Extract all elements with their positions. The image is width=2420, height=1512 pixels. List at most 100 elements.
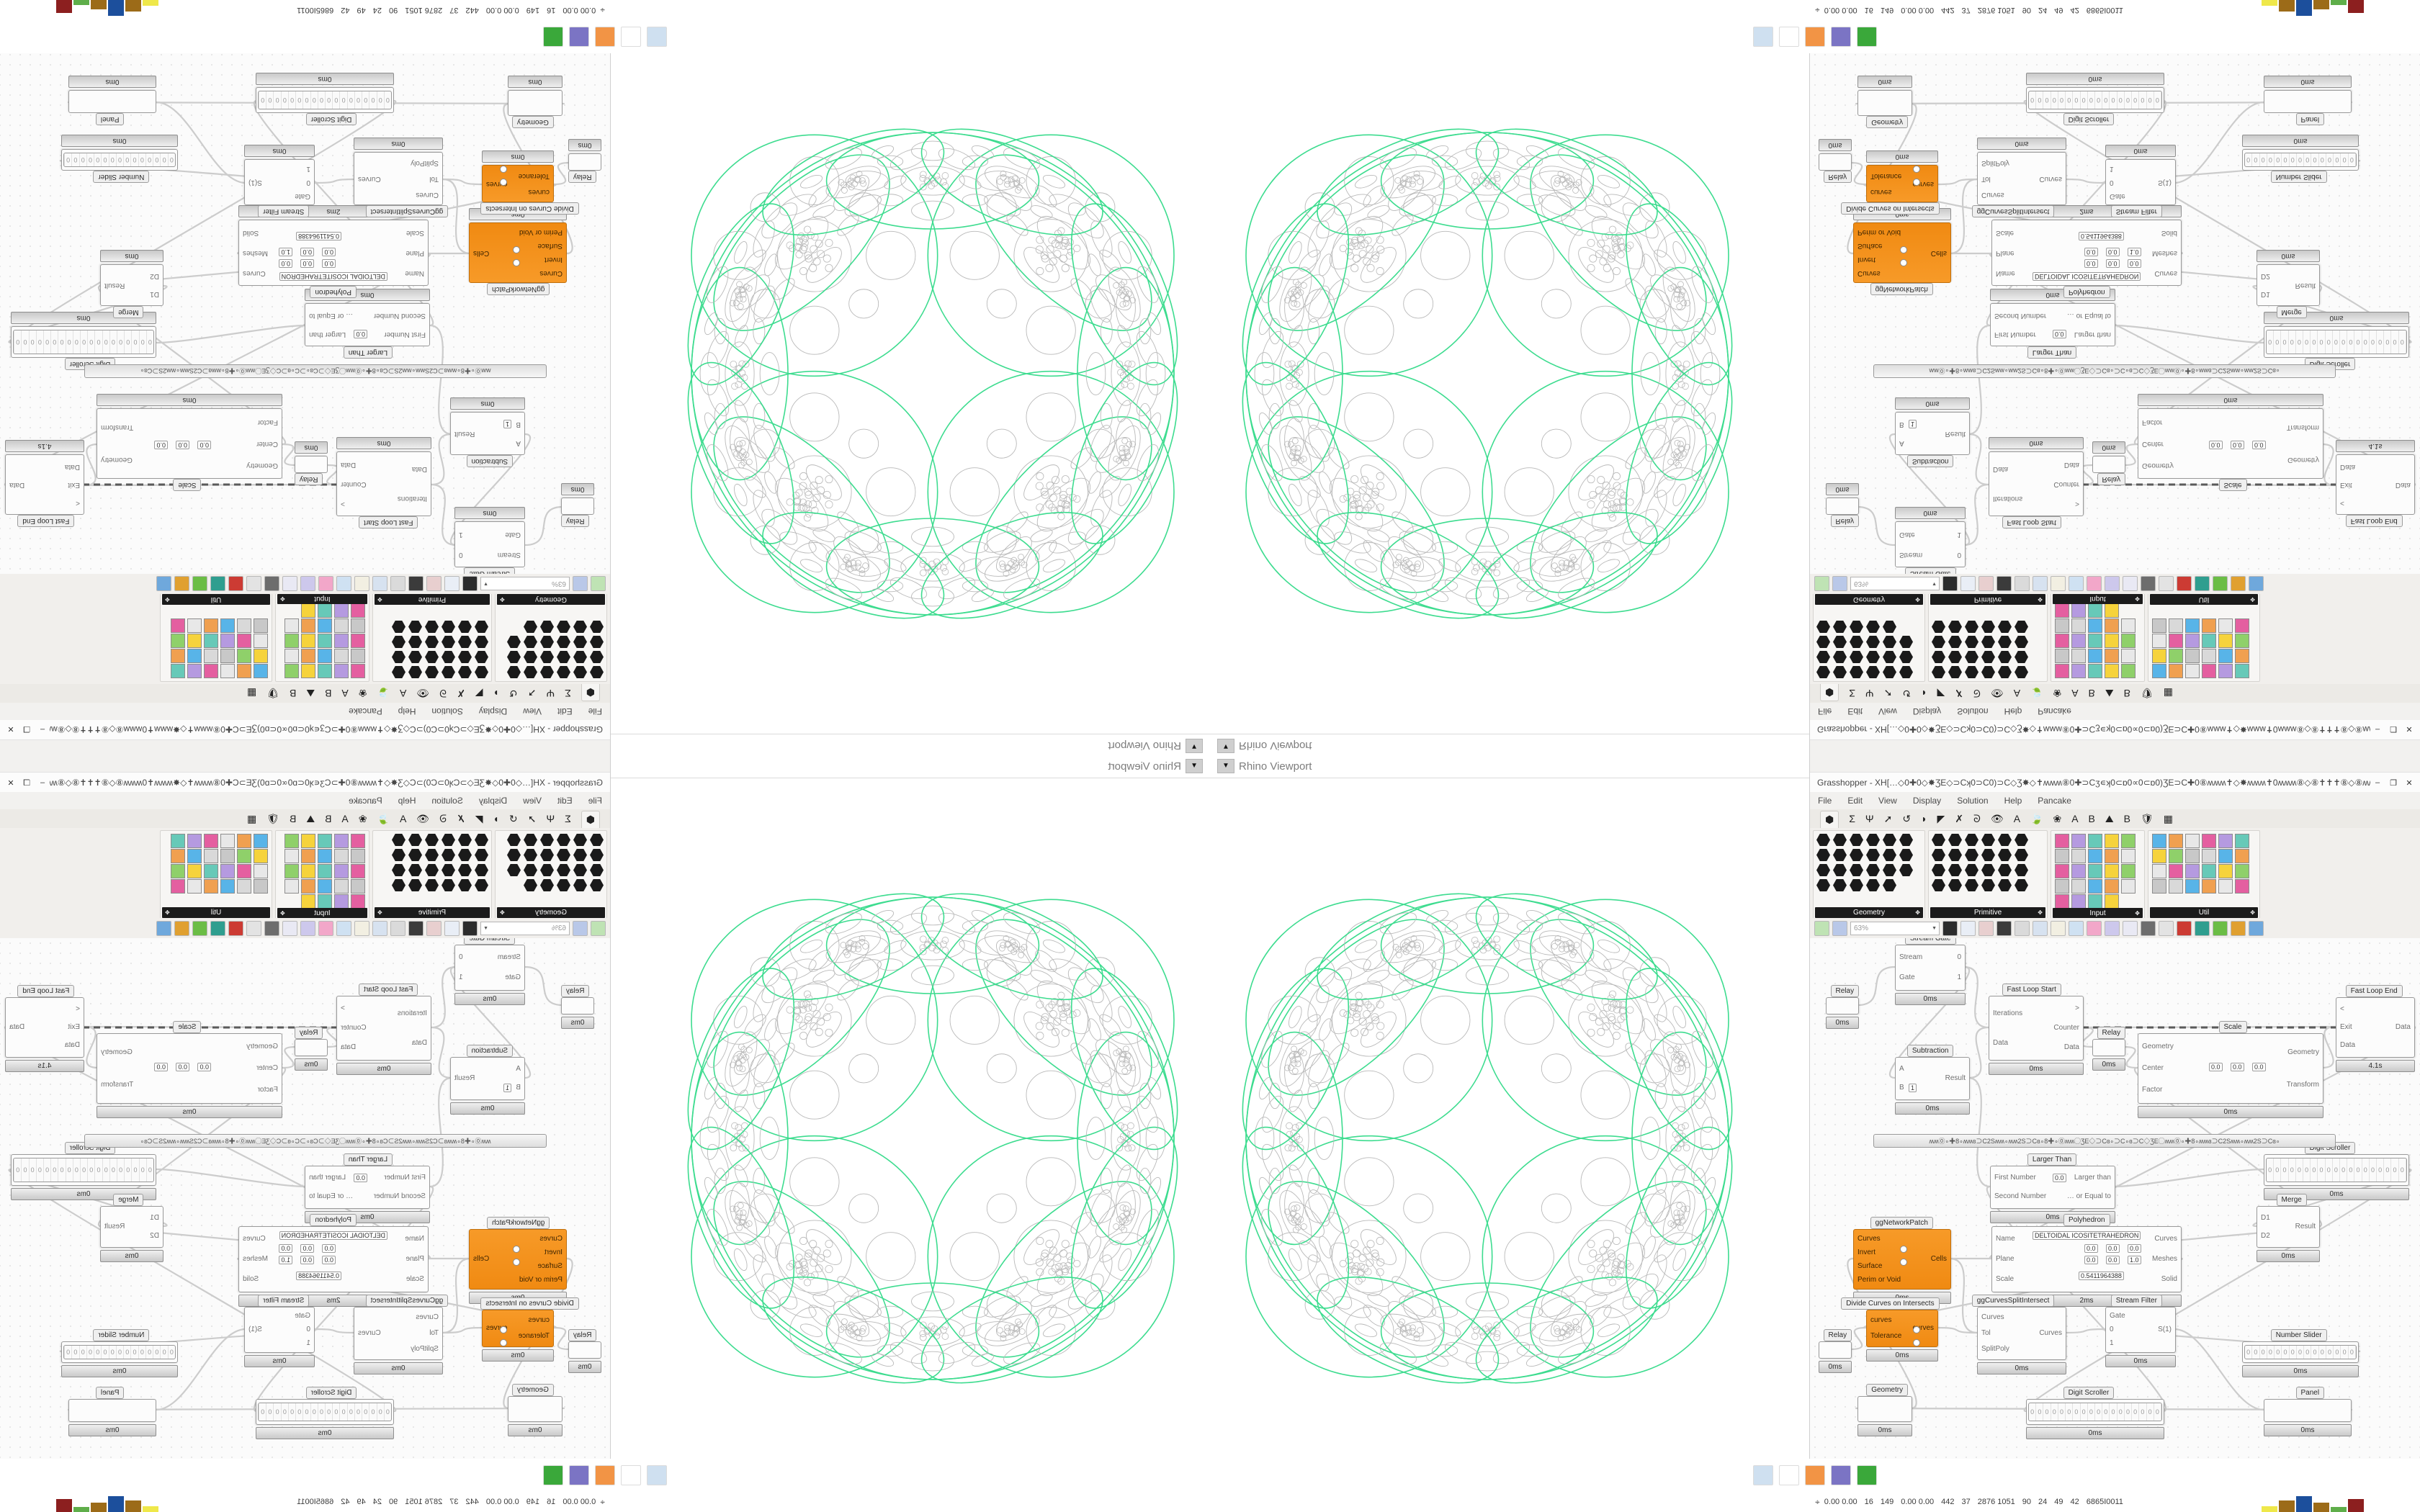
digit-cell[interactable]: 0 — [2370, 1158, 2378, 1182]
digit-cell[interactable]: 0 — [2282, 1346, 2290, 1359]
input-param[interactable]: Stream — [1899, 953, 1923, 961]
component-icon[interactable] — [351, 863, 367, 878]
input-param[interactable]: D2 — [150, 1231, 159, 1240]
digit-cell[interactable]: 0 — [101, 1346, 109, 1359]
component-icon[interactable] — [1832, 863, 1848, 878]
component-icon[interactable] — [2183, 878, 2200, 894]
input-param[interactable]: A — [1899, 439, 1904, 447]
component-icon[interactable] — [1930, 619, 1947, 634]
component-icon[interactable] — [284, 863, 301, 878]
component-icon[interactable] — [2150, 649, 2166, 665]
toggle-knob[interactable] — [1900, 1259, 1907, 1266]
grasshopper-titlebar[interactable]: Grasshopper - XH[…◇0✚0◇✸ƷE◇⊃Cʞ0⊃C0)⊃C◇Ʒ✸… — [0, 772, 610, 793]
component-icon[interactable] — [2200, 664, 2216, 680]
component-icon[interactable] — [2200, 847, 2216, 863]
grasshopper-window[interactable]: Grasshopper - XH[…◇0✚0◇✸ƷE◇⊃Cʞ0⊃C0)⊃C◇Ʒ✸… — [0, 756, 611, 1512]
digit-cell[interactable]: 0 — [58, 330, 66, 354]
grasshopper-window[interactable]: Grasshopper - XH[…◇0✚0◇✸ƷE◇⊃Cʞ0⊃C0)⊃C◇Ʒ✸… — [1809, 0, 2420, 756]
plugin-a2-tab[interactable]: A — [341, 688, 349, 699]
component-icon[interactable] — [2150, 847, 2166, 863]
ribbon-group-util[interactable]: Util ✥ — [160, 830, 272, 920]
quadrant-top-right[interactable]: ▼ Rhino Viewport X Z — [1210, 0, 2420, 756]
digit-cell[interactable]: 0 — [2281, 330, 2289, 354]
digit-cell[interactable]: 0 — [273, 1403, 281, 1421]
input-param[interactable]: Surface — [537, 242, 563, 251]
component-icon[interactable] — [1996, 649, 2013, 665]
polyhedron-plane_zz[interactable]: 1.0 — [279, 1256, 292, 1264]
component-icon[interactable] — [1963, 649, 1980, 665]
mesh-tab[interactable]: ◤ — [1937, 813, 1945, 824]
component-icon[interactable] — [2119, 863, 2136, 878]
digit-cell[interactable]: 0 — [2318, 330, 2326, 354]
digit-cell[interactable]: 0 — [79, 153, 86, 166]
document-info-icon[interactable] — [2015, 920, 2030, 936]
node-fast-loop-start[interactable]: Iterations Data > Counter Data — [336, 996, 431, 1061]
input-param[interactable]: Plane — [405, 1255, 424, 1263]
plugin-grid-tab[interactable]: ▦ — [2163, 813, 2174, 824]
component-icon[interactable] — [254, 618, 270, 634]
component-icon[interactable] — [2086, 664, 2102, 680]
component-icon[interactable] — [237, 634, 254, 649]
output-param[interactable]: Result — [454, 430, 475, 438]
digit-cell[interactable]: 0 — [160, 153, 168, 166]
node-panel-node[interactable] — [2264, 1399, 2352, 1422]
plugin-b2-tab[interactable]: B — [290, 688, 297, 699]
calculator-icon[interactable] — [647, 1465, 667, 1485]
plugin-a2-tab[interactable]: A — [341, 813, 349, 824]
digit-cell[interactable]: 0 — [266, 1403, 274, 1421]
component-icon[interactable] — [187, 664, 204, 680]
component-icon[interactable] — [539, 649, 555, 665]
ribbon-group-icons[interactable] — [497, 605, 605, 680]
node-canvas[interactable]: Stream Gate Stream Gate 0 1 0ms Relay 0ms Subtra… — [1810, 938, 2420, 1474]
new-file-icon[interactable] — [1814, 576, 1829, 592]
node-relay-2[interactable] — [295, 1039, 328, 1056]
input-param[interactable]: Center — [256, 1064, 278, 1072]
component-icon[interactable] — [2216, 618, 2233, 634]
larger-than-value[interactable]: 0.0 — [2053, 330, 2066, 338]
plugin-grid-tab[interactable]: ▦ — [2163, 688, 2174, 699]
input-param[interactable]: Curves — [1857, 1234, 1881, 1243]
digit-cell[interactable]: 0 — [2288, 330, 2296, 354]
sets-tab[interactable]: Ψ — [546, 813, 555, 824]
component-icon[interactable] — [2119, 618, 2136, 634]
component-icon[interactable] — [204, 649, 220, 665]
input-param[interactable]: Geometry — [2142, 462, 2174, 469]
digit-cell[interactable]: 0 — [2036, 91, 2044, 109]
digit-cell[interactable]: 0 — [2296, 153, 2305, 166]
component-icon[interactable] — [237, 618, 254, 634]
menu-item-view[interactable]: View — [523, 796, 542, 806]
viewport-canvas[interactable]: X Z — [1210, 778, 1809, 1512]
new-file-icon[interactable] — [1814, 920, 1829, 936]
component-ribbon[interactable]: Geometry ✥ Primitive ✥ Input ✥ Util ✥ — [1810, 589, 2420, 684]
component-icon[interactable] — [506, 649, 522, 665]
ribbon-group-icons[interactable] — [375, 605, 490, 680]
plugin-a-tab[interactable]: A — [399, 688, 407, 699]
quadrant-top-left[interactable]: ▼ Rhino Viewport X Z — [0, 0, 1210, 756]
input-param[interactable]: Scale — [1996, 229, 2015, 237]
component-icon[interactable] — [424, 649, 440, 665]
floppy-64-icon[interactable] — [569, 1465, 589, 1485]
menu-item-edit[interactable]: Edit — [1847, 796, 1863, 806]
larger-than-value[interactable]: 0.0 — [354, 1174, 367, 1182]
component-icon[interactable] — [440, 649, 457, 665]
plugin-leaf-tab[interactable]: 🍃 — [377, 688, 390, 699]
node-geometry-param[interactable] — [508, 1396, 563, 1422]
component-icon[interactable] — [351, 878, 367, 894]
component-icon[interactable] — [2216, 832, 2233, 848]
output-param[interactable]: Counter — [2053, 1023, 2079, 1032]
text-panel-strip[interactable]: ʍʍ⓪∘✚8∘ʍʍɞ⊃C2Sʍʍ∘ʍʍ2S⊃Cɞ∘8✚∘⓪ʍʍ◯ƷE◇⊃Cɞ∘⊃… — [84, 1134, 547, 1148]
sets-tab[interactable]: Ψ — [546, 688, 555, 699]
component-icon[interactable] — [1815, 665, 1832, 680]
intersect-tab[interactable]: ✗ — [1955, 688, 1964, 699]
viewport-widget-icon[interactable] — [354, 920, 369, 936]
ribbon-group-icons[interactable] — [1930, 605, 2045, 680]
plugin-a-tab[interactable]: A — [2013, 813, 2021, 824]
component-icon[interactable] — [1815, 649, 1832, 665]
component-icon[interactable] — [506, 863, 522, 878]
node-canvas[interactable]: Stream Gate Stream Gate 0 1 0ms Relay 0ms Subtra… — [1810, 38, 2420, 574]
